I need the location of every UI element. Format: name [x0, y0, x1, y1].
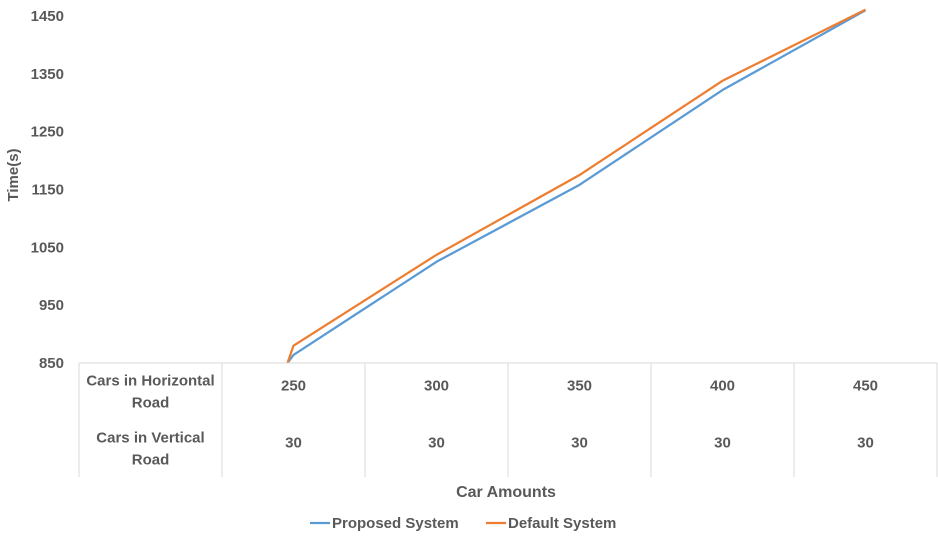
table-row-label-line: Cars in Vertical — [96, 430, 204, 447]
table-cell-value: 350 — [567, 378, 592, 395]
y-tick-label: 1350 — [31, 66, 64, 83]
table-cell-value: 30 — [714, 435, 731, 452]
table-row-label-line: Road — [132, 395, 170, 412]
table-row-label: Cars in Vertical Road — [96, 430, 204, 469]
y-tick-label: 850 — [39, 355, 64, 372]
table-cell-value: 450 — [853, 378, 878, 395]
x-axis-label: Car Amounts — [456, 484, 556, 501]
y-tick-label: 1250 — [31, 124, 64, 141]
table-row-label: Cars in Horizontal Road — [86, 373, 214, 412]
y-axis-label: Time(s) — [5, 148, 22, 201]
table-cell-value: 30 — [428, 435, 445, 452]
y-tick-label: 1450 — [31, 8, 64, 25]
legend-label: Default System — [508, 515, 616, 532]
y-tick-label: 950 — [39, 297, 64, 314]
y-tick-label: 1150 — [31, 182, 64, 199]
table-cell-value: 300 — [424, 378, 449, 395]
table-cell-value: 30 — [857, 435, 874, 452]
legend-label: Proposed System — [332, 515, 459, 532]
table-cell-value: 30 — [571, 435, 588, 452]
y-tick-label: 1050 — [31, 239, 64, 256]
table-cell-value: 250 — [281, 378, 306, 395]
table-row-label-line: Cars in Horizontal — [86, 373, 214, 390]
table-row-label-line: Road — [132, 452, 170, 469]
y-axis-ticks: 850 950 1050 1150 1250 1350 1450 — [31, 8, 64, 372]
plot-lines — [286, 8, 867, 364]
data-table: Cars in Horizontal Road 250 300 350 400 450 Car… — [78, 362, 938, 477]
table-cell-value: 400 — [710, 378, 735, 395]
series-line — [286, 8, 867, 364]
series-line — [286, 9, 867, 364]
legend: Proposed System Default System — [310, 515, 616, 532]
table-cell-value: 30 — [285, 435, 302, 452]
